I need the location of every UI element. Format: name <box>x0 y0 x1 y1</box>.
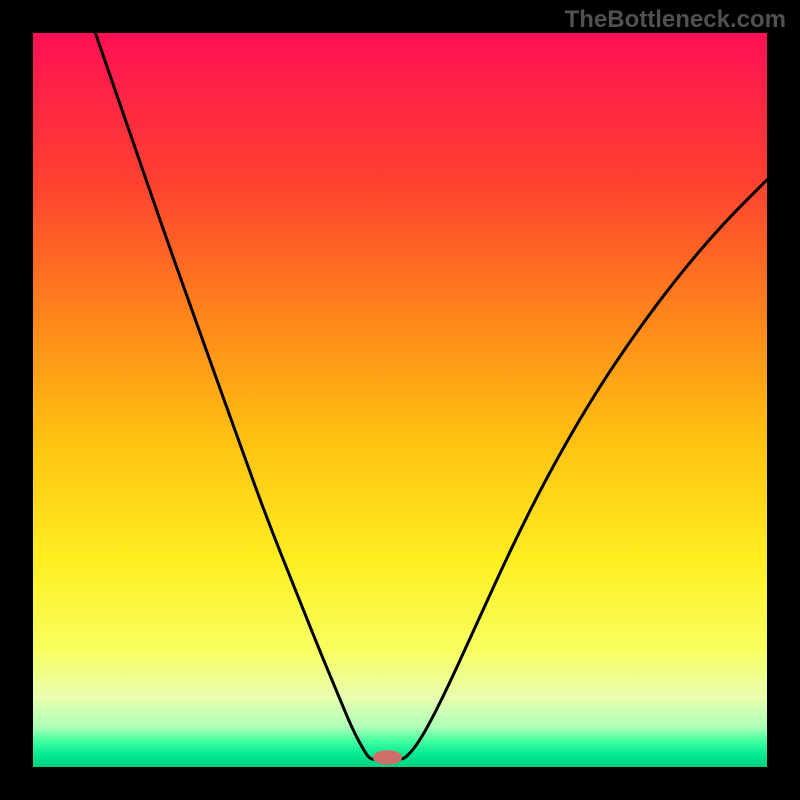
bottleneck-chart <box>33 33 767 767</box>
chart-background <box>33 33 767 767</box>
chart-container: TheBottleneck.com <box>0 0 800 800</box>
watermark-text: TheBottleneck.com <box>565 6 786 34</box>
optimal-point-marker <box>373 750 402 765</box>
